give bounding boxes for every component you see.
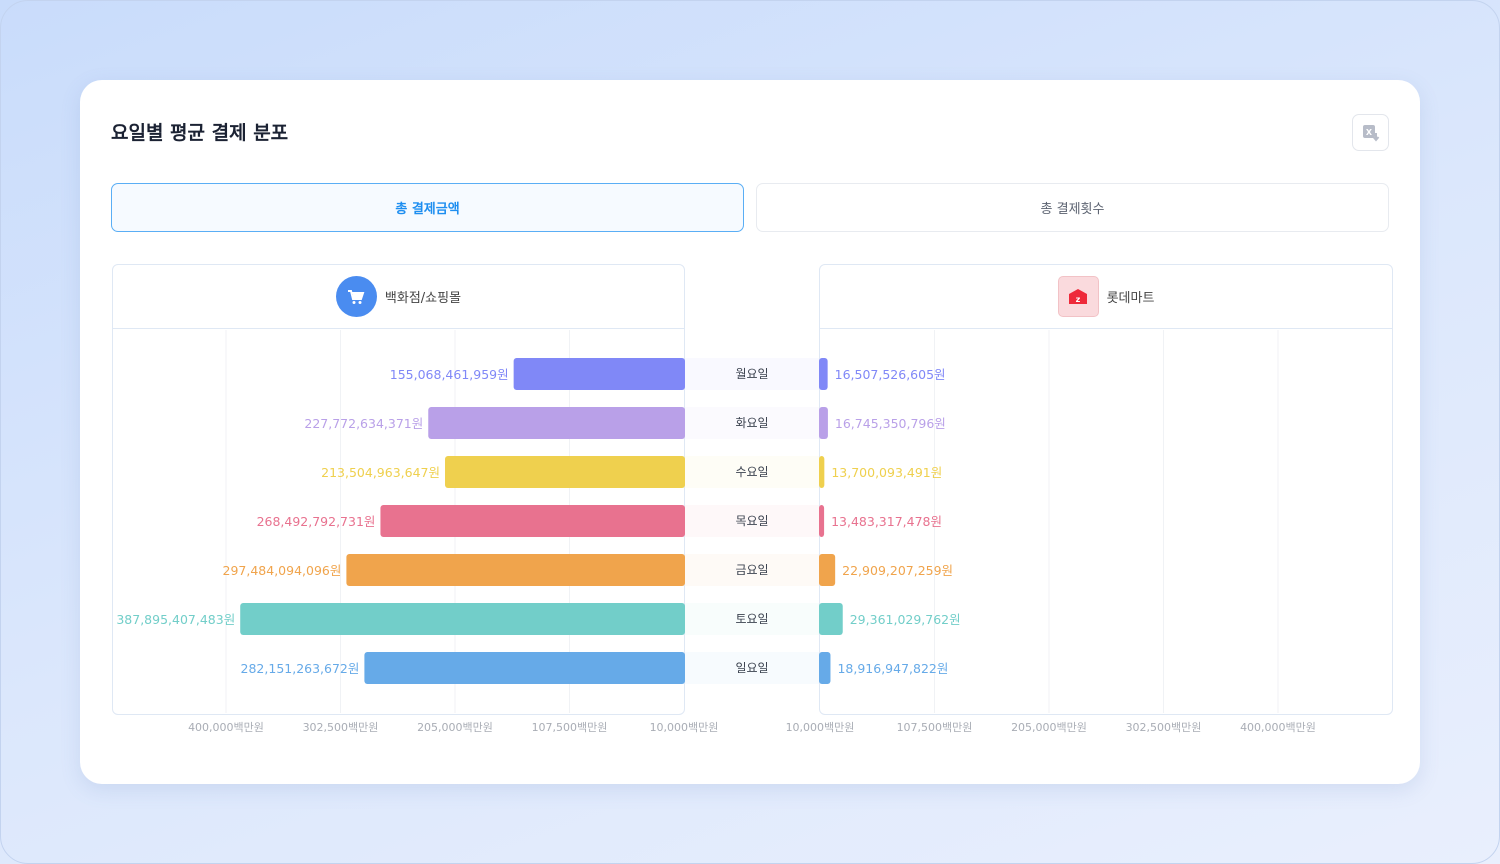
excel-download-button[interactable]: X xyxy=(1352,114,1389,151)
value-label-left: 227,772,634,371원 xyxy=(304,416,423,431)
x-tick-label-left: 205,000백만원 xyxy=(417,721,493,734)
value-label-right: 18,916,947,822원 xyxy=(837,661,948,676)
lotte-mart-logo-icon: z xyxy=(1057,276,1099,317)
day-label-bg xyxy=(685,456,819,488)
day-label: 목요일 xyxy=(735,514,768,528)
day-label: 월요일 xyxy=(735,367,768,381)
day-label-bg xyxy=(685,358,819,390)
x-tick-label-right: 10,000백만원 xyxy=(786,721,855,734)
value-label-left: 387,895,407,483원 xyxy=(116,612,235,627)
bar-left xyxy=(445,456,685,488)
page-title: 요일별 평균 결제 분포 xyxy=(111,122,289,144)
bar-right xyxy=(819,407,828,439)
bar-right xyxy=(819,505,825,537)
value-label-left: 268,492,792,731원 xyxy=(257,514,376,529)
x-tick-label-right: 302,500백만원 xyxy=(1126,721,1202,734)
excel-download-icon: X xyxy=(1362,124,1379,142)
x-tick-label-left: 400,000백만원 xyxy=(188,721,264,734)
bar-right xyxy=(819,603,843,635)
left-panel: 백화점/쇼핑몰 xyxy=(112,264,685,715)
bar-left xyxy=(513,358,685,390)
tab-total-count[interactable]: 총 결제횟수 xyxy=(756,183,1389,232)
day-label: 수요일 xyxy=(735,465,768,479)
value-label-right: 13,483,317,478원 xyxy=(831,514,942,529)
x-tick-label-left: 107,500백만원 xyxy=(532,721,608,734)
series-name-left: 백화점/쇼핑몰 xyxy=(384,291,462,306)
bar-left xyxy=(240,603,685,635)
bar-left xyxy=(380,505,685,537)
value-label-left: 282,151,263,672원 xyxy=(241,661,360,676)
day-label: 화요일 xyxy=(735,416,768,430)
bar-left xyxy=(364,652,685,684)
chart-card: 요일별 평균 결제 분포 X 총 결제금액 총 결제횟수 xyxy=(80,80,1420,784)
svg-text:z: z xyxy=(1076,295,1081,304)
day-label-bg xyxy=(685,603,819,635)
svg-text:X: X xyxy=(1365,128,1372,137)
value-label-left: 213,504,963,647원 xyxy=(321,465,440,480)
bar-right xyxy=(819,652,831,684)
day-label-bg xyxy=(685,652,819,684)
day-label-bg xyxy=(685,407,819,439)
value-label-left: 155,068,461,959원 xyxy=(390,367,509,382)
bar-right xyxy=(819,358,828,390)
day-label: 토요일 xyxy=(735,612,768,626)
value-label-left: 297,484,094,096원 xyxy=(223,563,342,578)
day-label: 일요일 xyxy=(735,661,768,675)
value-label-right: 16,745,350,796원 xyxy=(835,416,946,431)
series-name-right: 롯데마트 xyxy=(1106,291,1155,306)
value-label-right: 22,909,207,259원 xyxy=(842,563,953,578)
left-panel-header: 백화점/쇼핑몰 xyxy=(113,265,684,329)
value-label-right: 29,361,029,762원 xyxy=(850,612,961,627)
bar-left xyxy=(428,407,685,439)
value-label-right: 16,507,526,605원 xyxy=(835,367,946,382)
day-label-bg xyxy=(685,505,819,537)
tab-total-amount[interactable]: 총 결제금액 xyxy=(111,183,744,232)
x-tick-label-left: 302,500백만원 xyxy=(303,721,379,734)
bar-left xyxy=(346,554,685,586)
right-panel-header: z 롯데마트 xyxy=(820,265,1392,329)
x-tick-label-right: 400,000백만원 xyxy=(1240,721,1316,734)
cart-icon xyxy=(335,276,377,317)
day-label-bg xyxy=(685,554,819,586)
bar-right xyxy=(819,554,836,586)
x-tick-label-right: 107,500백만원 xyxy=(897,721,973,734)
value-label-right: 13,700,093,491원 xyxy=(831,465,942,480)
right-panel: z 롯데마트 xyxy=(819,264,1393,715)
bar-right xyxy=(819,456,825,488)
day-label: 금요일 xyxy=(735,563,768,577)
x-tick-label-left: 10,000백만원 xyxy=(650,721,719,734)
x-tick-label-right: 205,000백만원 xyxy=(1011,721,1087,734)
